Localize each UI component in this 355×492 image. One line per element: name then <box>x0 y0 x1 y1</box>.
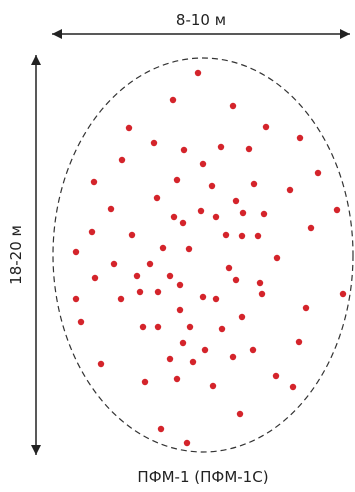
mine-dot <box>154 323 162 331</box>
mine-dot <box>91 274 99 282</box>
mine-dot <box>118 156 126 164</box>
mine-dot <box>289 383 297 391</box>
mine-dot <box>186 323 194 331</box>
mine-dot <box>225 264 233 272</box>
mine-dot <box>77 318 85 326</box>
mine-dot <box>176 281 184 289</box>
mine-dot <box>212 213 220 221</box>
mine-dot <box>229 102 237 110</box>
mine-dot <box>273 254 281 262</box>
mine-dot <box>245 145 253 153</box>
mine-dot <box>199 293 207 301</box>
mine-dot <box>189 358 197 366</box>
mine-dot <box>314 169 322 177</box>
width-dimension: 8-10 м <box>52 11 350 39</box>
mine-dot <box>194 69 202 77</box>
mine-dot <box>250 180 258 188</box>
width-arrow-left-head <box>52 29 62 39</box>
mine-dot <box>238 313 246 321</box>
mine-dot <box>238 232 246 240</box>
minefield-boundary <box>52 57 354 453</box>
mine-dot <box>125 124 133 132</box>
mine-dot <box>159 244 167 252</box>
mine-dot <box>218 325 226 333</box>
mine-dot <box>179 219 187 227</box>
mine-dot <box>333 206 341 214</box>
mine-dot <box>136 288 144 296</box>
mine-dot <box>185 245 193 253</box>
mine-dot <box>146 260 154 268</box>
mine-dot <box>128 231 136 239</box>
mine-dot <box>254 232 262 240</box>
mine-dot <box>170 213 178 221</box>
mine-dot <box>157 425 165 433</box>
mine-dot <box>286 186 294 194</box>
mine-dot <box>90 178 98 186</box>
mine-dot <box>110 260 118 268</box>
mine-dot <box>272 372 280 380</box>
mine-dot <box>236 410 244 418</box>
mine-dot <box>169 96 177 104</box>
mine-dot <box>296 134 304 142</box>
mine-dot <box>232 197 240 205</box>
mine-dot <box>222 231 230 239</box>
mine-dot <box>208 182 216 190</box>
mine-dot <box>201 346 209 354</box>
mine-dot <box>249 346 257 354</box>
mine-dot <box>133 272 141 280</box>
mine-dot <box>260 210 268 218</box>
mine-dot <box>307 224 315 232</box>
mine-dot <box>295 338 303 346</box>
mine-dot <box>72 295 80 303</box>
mine-dot <box>197 207 205 215</box>
mine-dot <box>176 306 184 314</box>
mine-dot <box>72 248 80 256</box>
height-label: 18-20 м <box>7 225 25 285</box>
mine-dot <box>258 290 266 298</box>
mine-dot <box>256 279 264 287</box>
mine-dot <box>139 323 147 331</box>
mine-dot <box>154 288 162 296</box>
mine-dot <box>180 146 188 154</box>
mine-dot <box>141 378 149 386</box>
diagram-caption: ПФМ-1 (ПФМ-1С) <box>137 468 268 486</box>
mine-dot <box>117 295 125 303</box>
mine-dot <box>262 123 270 131</box>
mine-dot <box>179 339 187 347</box>
mine-dot <box>150 139 158 147</box>
mine-dot <box>153 194 161 202</box>
mine-dots <box>72 69 347 447</box>
mine-dot <box>88 228 96 236</box>
mine-dot <box>212 295 220 303</box>
mine-dot <box>173 176 181 184</box>
mine-dot <box>232 276 240 284</box>
mine-dot <box>173 375 181 383</box>
mine-dot <box>217 143 225 151</box>
mine-dot <box>97 360 105 368</box>
mine-dot <box>183 439 191 447</box>
mine-dot <box>166 355 174 363</box>
mine-dot <box>302 304 310 312</box>
mine-dot <box>339 290 347 298</box>
mine-dot <box>107 205 115 213</box>
mine-dot <box>199 160 207 168</box>
width-arrow-right-head <box>340 29 350 39</box>
mine-dot <box>229 353 237 361</box>
mine-dot <box>209 382 217 390</box>
height-arrow-top-head <box>31 55 41 65</box>
mine-dot <box>166 272 174 280</box>
width-label: 8-10 м <box>176 11 226 29</box>
mine-dot <box>239 209 247 217</box>
height-arrow-bottom-head <box>31 445 41 455</box>
height-dimension: 18-20 м <box>7 55 41 455</box>
